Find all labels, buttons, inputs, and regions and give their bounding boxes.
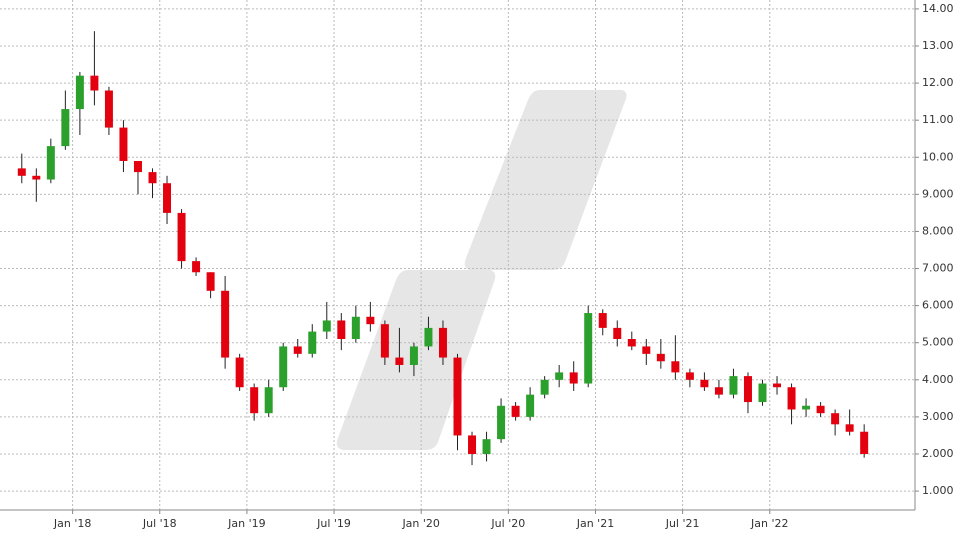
candle-body: [497, 405, 506, 440]
candle-body: [206, 272, 215, 291]
y-tick-label: 8.000: [922, 224, 954, 237]
candle-body: [758, 383, 767, 403]
candle-body: [526, 394, 535, 417]
candle-body: [395, 357, 404, 365]
x-tick-label: Jan '20: [401, 517, 439, 530]
candle-body: [831, 413, 840, 425]
candle-body: [773, 383, 782, 388]
candle-body: [569, 372, 578, 384]
candle-body: [308, 331, 317, 354]
y-tick-label: 6.000: [922, 299, 954, 312]
candle-body: [133, 160, 142, 173]
candle-body: [409, 346, 418, 365]
candle-body: [163, 183, 172, 213]
candle-body: [221, 290, 230, 358]
candle-body: [714, 387, 723, 395]
candle-body: [351, 316, 360, 340]
candle-body: [816, 405, 825, 414]
y-tick-label: 14.00: [922, 2, 954, 15]
candle-body: [845, 424, 854, 432]
candle-body: [729, 376, 738, 395]
candle-body: [584, 313, 593, 384]
candle-body: [177, 212, 186, 262]
x-tick-label: Jan '19: [227, 517, 265, 530]
candle-body: [613, 327, 622, 340]
candle-body: [337, 320, 346, 340]
candle-body: [366, 316, 375, 325]
candle-body: [743, 376, 752, 403]
y-tick-label: 3.000: [922, 410, 954, 423]
candle-body: [860, 431, 869, 454]
candle-body: [438, 327, 447, 358]
watermark-upper: [464, 90, 627, 270]
x-tick-label: Jul '21: [665, 517, 700, 530]
y-tick-label: 7.000: [922, 262, 954, 275]
candle-body: [482, 439, 491, 454]
y-tick-label: 1.000: [922, 484, 954, 497]
y-tick-label: 11.00: [922, 113, 954, 126]
candle-body: [540, 379, 549, 395]
y-tick-label: 9.000: [922, 187, 954, 200]
candle-body: [671, 361, 680, 373]
candle-body: [656, 353, 665, 362]
candle-body: [250, 387, 259, 414]
candle-body: [642, 346, 651, 354]
candle-body: [192, 261, 201, 273]
candle-body: [75, 75, 84, 110]
candle-body: [148, 172, 157, 184]
candle-body: [468, 435, 477, 454]
candle-body: [555, 372, 564, 380]
candle-body: [380, 324, 389, 358]
candle-body: [293, 346, 302, 354]
x-tick-label: Jan '21: [576, 517, 614, 530]
x-tick-label: Jan '18: [53, 517, 91, 530]
y-tick-label: 10.00: [922, 150, 954, 163]
candle-body: [598, 313, 607, 328]
candle-body: [32, 175, 41, 180]
y-tick-label: 5.000: [922, 336, 954, 349]
candle-body: [104, 90, 113, 128]
y-tick-label: 12.00: [922, 76, 954, 89]
x-tick-label: Jan '22: [750, 517, 788, 530]
candle-body: [787, 387, 796, 410]
candle-body: [279, 346, 288, 388]
candle-body: [17, 168, 26, 176]
candle-body: [802, 405, 811, 410]
x-tick-label: Jul '19: [316, 517, 351, 530]
candle-body: [322, 320, 331, 332]
candle-body: [700, 379, 709, 388]
candle-body: [511, 405, 520, 417]
candle-body: [119, 127, 128, 161]
candle-body: [235, 357, 244, 388]
candle-body: [61, 109, 70, 147]
candle-body: [627, 339, 636, 347]
y-tick-label: 4.000: [922, 373, 954, 386]
x-tick-label: Jul '20: [490, 517, 525, 530]
candle-body: [90, 75, 99, 91]
candle-body: [264, 387, 273, 414]
y-tick-label: 2.000: [922, 447, 954, 460]
candle-body: [453, 357, 462, 436]
y-tick-label: 13.00: [922, 39, 954, 52]
candle-body: [424, 327, 433, 347]
x-tick-label: Jul '18: [142, 517, 177, 530]
candle-body: [685, 372, 694, 380]
candle-body: [46, 146, 55, 180]
watermark: [336, 90, 627, 450]
